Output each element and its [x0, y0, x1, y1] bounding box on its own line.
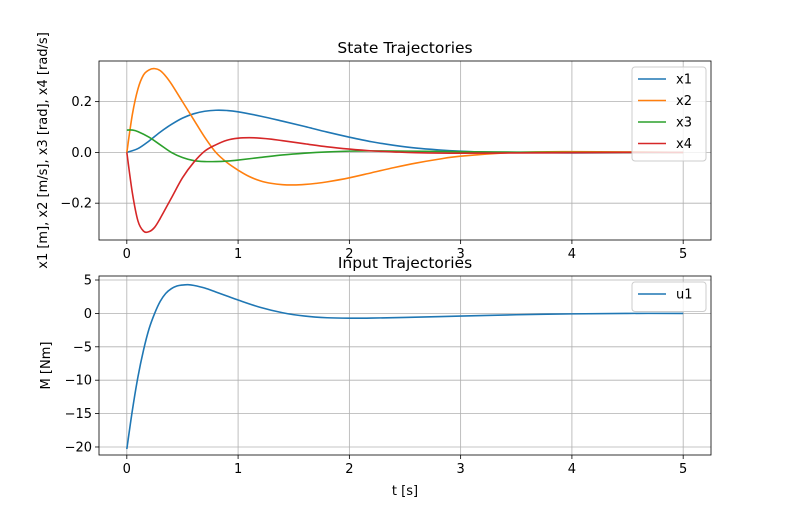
chart-title: Input Trajectories — [338, 254, 472, 272]
legend-label-u1: u1 — [676, 288, 693, 303]
y-tick-label: −10 — [65, 374, 92, 389]
input-trajectories-chart: 0 1 2 3 4 5 −20 −15 −10 −5 0 5 Input Trajectories t [… — [39, 254, 712, 499]
y-tick-label: 0 — [84, 307, 92, 322]
legend-label-x4: x4 — [676, 137, 692, 152]
axes-frame — [98, 60, 712, 241]
x-tick-label: 3 — [456, 462, 464, 477]
plot-area — [99, 276, 711, 455]
x-tick-label: 0 — [123, 247, 131, 262]
x-tick-label: 4 — [568, 247, 576, 262]
series-line-x2 — [126, 67, 684, 186]
y-tick-label: −5 — [73, 340, 92, 355]
axes-frame — [98, 275, 712, 456]
legend-label-x1: x1 — [676, 73, 692, 88]
x-axis-label: t [s] — [392, 484, 418, 499]
legend-box — [631, 66, 707, 162]
x-tick-label: 2 — [345, 462, 353, 477]
x-tick-label: 1 — [234, 247, 242, 262]
legend-label-x2: x2 — [676, 94, 692, 109]
y-tick-label: −0.2 — [60, 197, 92, 212]
chart-title: State Trajectories — [337, 39, 472, 57]
x-tick-label: 4 — [568, 462, 576, 477]
y-tick-label: −15 — [65, 407, 92, 422]
state-trajectories-chart: 0 1 2 3 4 5 −0.2 0.0 0.2 State Trajectories x1 [m]… — [36, 32, 712, 269]
series-line-u1 — [126, 283, 684, 450]
x-tick-label: 0 — [123, 462, 131, 477]
y-tick-label: 5 — [84, 274, 92, 289]
legend-label-x3: x3 — [676, 116, 692, 131]
x-tick-label: 2 — [345, 247, 353, 262]
x-tick-label: 5 — [679, 462, 687, 477]
x-tick-label: 3 — [456, 247, 464, 262]
x-tick-label: 5 — [679, 247, 687, 262]
y-tick-label: −20 — [65, 440, 92, 455]
y-axis-label: M [Nm] — [39, 342, 54, 390]
y-tick-label: 0.0 — [71, 146, 92, 161]
legend-box — [631, 281, 707, 312]
y-axis-label: x1 [m], x2 [m/s], x3 [rad], x4 [rad/s] — [36, 32, 51, 269]
series-line-x3 — [126, 129, 684, 163]
x-tick-label: 1 — [234, 462, 242, 477]
y-tick-label: 0.2 — [71, 95, 92, 110]
series-line-x4 — [126, 136, 684, 234]
